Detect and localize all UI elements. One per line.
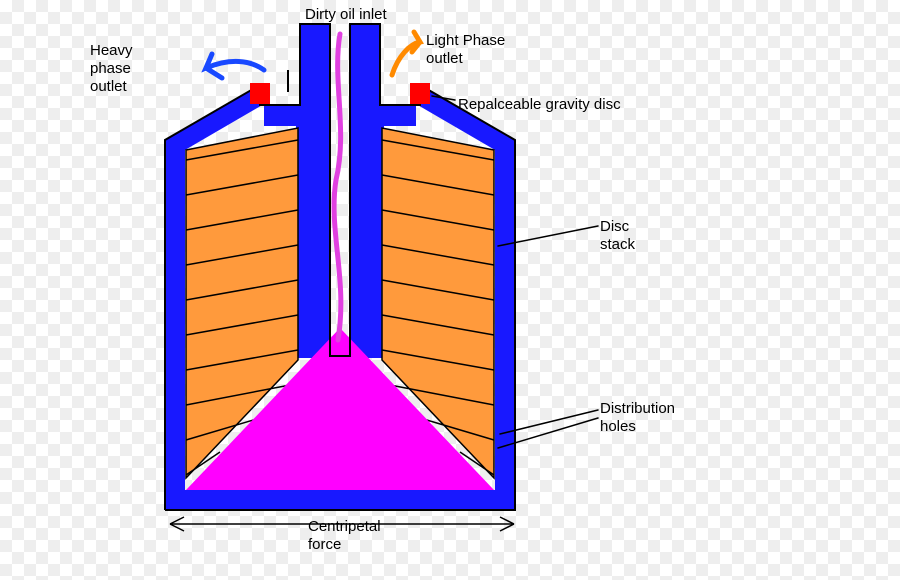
gravity-disc-left bbox=[250, 83, 270, 104]
light-phase-arrow-icon bbox=[392, 32, 420, 75]
label-dirty-oil-inlet: Dirty oil inlet bbox=[305, 6, 387, 24]
inlet-fluid-icon bbox=[334, 34, 341, 340]
label-replaceable-gravity-disc: Repalceable gravity disc bbox=[458, 96, 621, 114]
centrifuge-diagram bbox=[0, 0, 900, 580]
label-distribution-holes: Distribution holes bbox=[600, 400, 675, 436]
heavy-phase-arrow-icon bbox=[206, 54, 264, 78]
diagram-canvas: Dirty oil inlet Light Phase outlet Heavy… bbox=[0, 0, 900, 580]
label-heavy-phase-outlet: Heavy phase outlet bbox=[90, 42, 133, 96]
label-disc-stack: Disc stack bbox=[600, 218, 635, 254]
label-light-phase-outlet: Light Phase outlet bbox=[426, 32, 505, 68]
gravity-disc-right bbox=[410, 83, 430, 104]
label-centripetal-force: Centripetal force bbox=[308, 518, 381, 554]
